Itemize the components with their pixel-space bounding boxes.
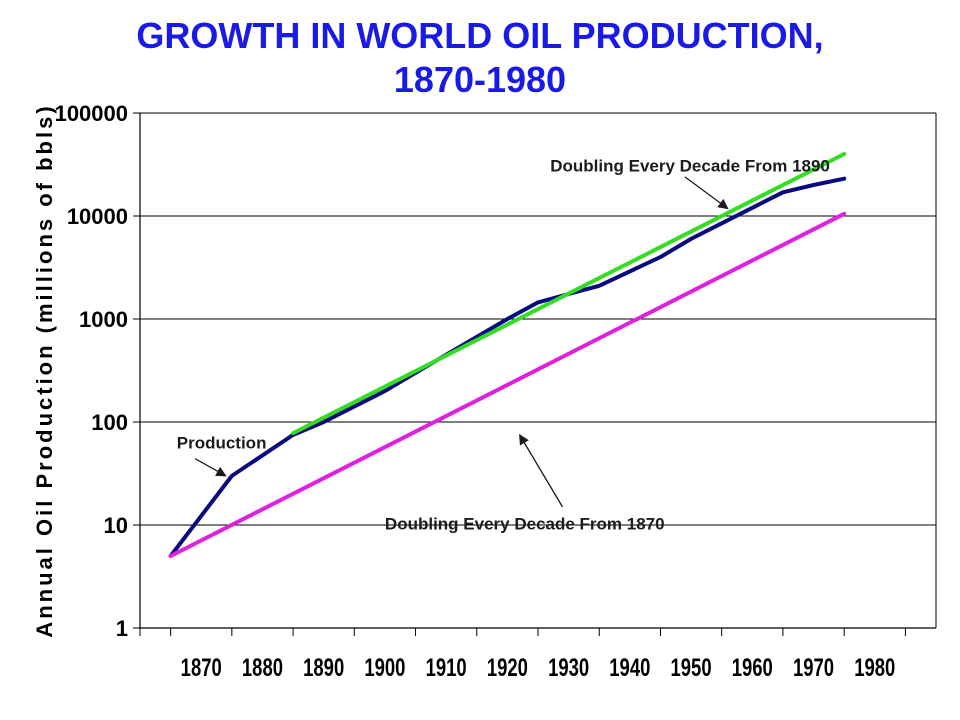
xtick-label-1900: 1900 xyxy=(364,653,405,681)
ytick-label-100000: 100000 xyxy=(55,101,128,126)
xtick-label-1970: 1970 xyxy=(793,653,834,681)
xtick-label-1920: 1920 xyxy=(487,653,528,681)
annotation-label-1: Doubling Every Decade From 1890 xyxy=(550,157,830,176)
annotation-label-2: Doubling Every Decade From 1870 xyxy=(385,515,665,534)
annotation-arrow-0 xyxy=(194,458,227,477)
annotation-label-0: Production xyxy=(177,434,267,453)
ytick-label-100: 100 xyxy=(91,410,128,435)
ytick-label-1000: 1000 xyxy=(79,307,128,332)
annotation-arrow-1 xyxy=(684,176,729,210)
axes xyxy=(133,112,937,636)
xtick-label-1890: 1890 xyxy=(303,653,344,681)
xtick-label-1930: 1930 xyxy=(548,653,589,681)
tick-labels: 1 10 100 1000 10000 100000 1870 1880 1890 1900 191… xyxy=(32,101,895,682)
annotation-arrow-2 xyxy=(519,433,564,508)
chart-title: GROWTH IN WORLD OIL PRODUCTION, 1870-198… xyxy=(0,14,960,102)
chart-title-line1: GROWTH IN WORLD OIL PRODUCTION, xyxy=(136,15,824,56)
xtick-label-1950: 1950 xyxy=(671,653,712,681)
xtick-label-1910: 1910 xyxy=(426,653,467,681)
xtick-label-1880: 1880 xyxy=(242,653,283,681)
xtick-label-1960: 1960 xyxy=(732,653,773,681)
annotations: Production Doubling Every Decade From 189… xyxy=(177,157,830,534)
ytick-label-1: 1 xyxy=(116,616,128,641)
y-axis-label: Annual Oil Production (millions of bbls) xyxy=(32,103,57,637)
xtick-label-1870: 1870 xyxy=(181,653,222,681)
xtick-label-1980: 1980 xyxy=(854,653,895,681)
xtick-label-1940: 1940 xyxy=(609,653,650,681)
series-line-doubling_1870 xyxy=(168,211,847,558)
ytick-label-10: 10 xyxy=(104,513,128,538)
ytick-label-10000: 10000 xyxy=(67,204,128,229)
grid-lines xyxy=(140,112,936,526)
series-line-doubling_1890 xyxy=(291,152,847,436)
chart-title-line2: 1870-1980 xyxy=(393,59,567,100)
series-line-production xyxy=(168,176,847,558)
series-lines xyxy=(168,152,847,558)
